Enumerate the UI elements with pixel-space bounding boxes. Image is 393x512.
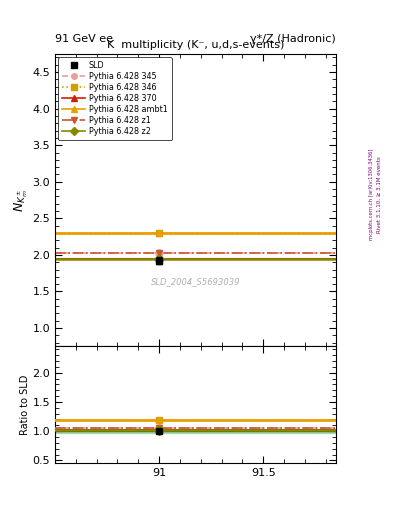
Legend: SLD, Pythia 6.428 345, Pythia 6.428 346, Pythia 6.428 370, Pythia 6.428 ambt1, P: SLD, Pythia 6.428 345, Pythia 6.428 346,… [58, 57, 172, 140]
Title: K  multiplicity (K⁻, u,d,s-events): K multiplicity (K⁻, u,d,s-events) [107, 40, 284, 50]
Text: γ*/Z (Hadronic): γ*/Z (Hadronic) [250, 33, 336, 44]
Text: mcplots.cern.ch [arXiv:1306.3436]: mcplots.cern.ch [arXiv:1306.3436] [369, 149, 374, 240]
Bar [55, 430, 336, 433]
Text: SLD_2004_S5693039: SLD_2004_S5693039 [151, 278, 240, 287]
Text: 91 GeV ee: 91 GeV ee [55, 33, 113, 44]
Y-axis label: Ratio to SLD: Ratio to SLD [20, 375, 29, 435]
Text: Rivet 3.1.10, ≥ 3.1M events: Rivet 3.1.10, ≥ 3.1M events [377, 156, 382, 233]
Y-axis label: $N_{K^\pm_m}$: $N_{K^\pm_m}$ [12, 188, 29, 212]
